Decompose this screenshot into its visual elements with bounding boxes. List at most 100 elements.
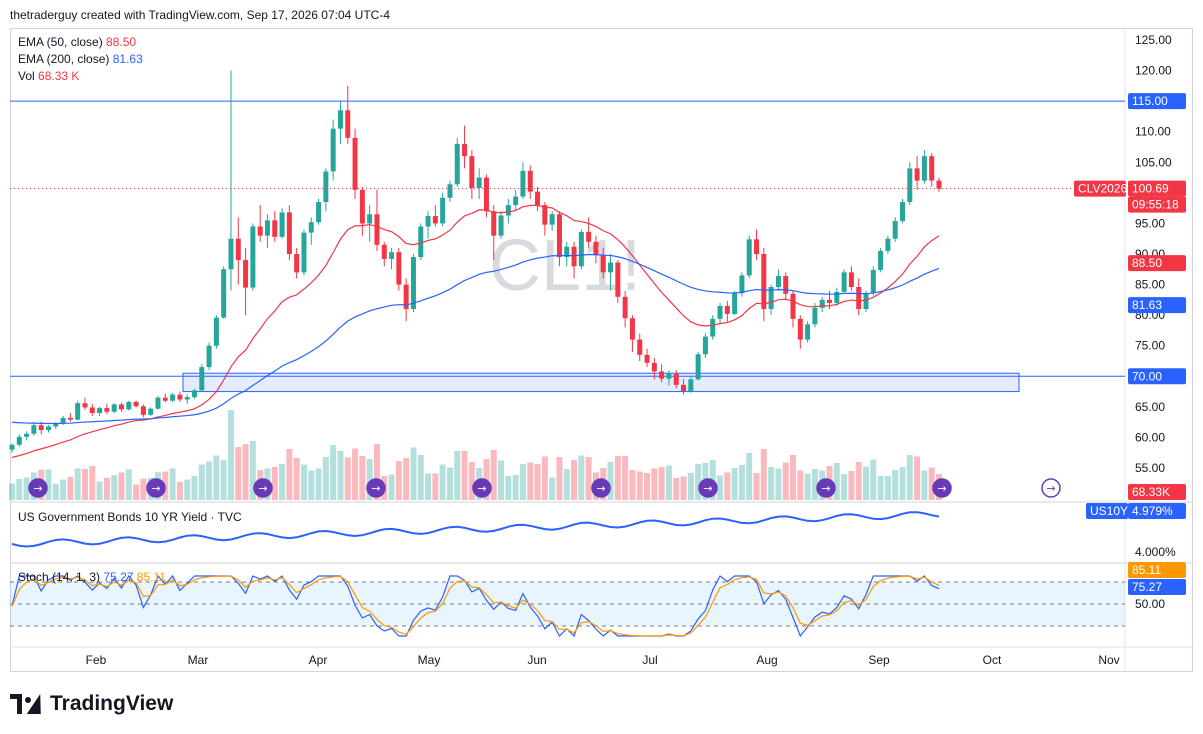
candle-body: [586, 231, 592, 242]
price-tick-label: 60.00: [1135, 430, 1165, 444]
volume-bar: [724, 472, 731, 500]
ema200-line: [11, 254, 940, 425]
volume-bar: [133, 484, 140, 500]
legend-vol[interactable]: Vol 68.33 K: [18, 68, 143, 85]
volume-bar: [96, 481, 103, 500]
legend-ema50-label: EMA (50, close): [18, 35, 103, 49]
volume-bar: [293, 458, 300, 500]
volume-bar: [184, 479, 191, 500]
legend-ema50[interactable]: EMA (50, close) 88.50: [18, 34, 143, 51]
candle-body: [892, 220, 898, 239]
candle-body: [717, 305, 723, 319]
volume-bar: [673, 478, 680, 500]
countdown-tag-bg: [1128, 196, 1186, 213]
candle-body: [89, 407, 95, 413]
stoch-k-line: [11, 574, 940, 638]
candle-body: [578, 231, 584, 267]
volume-bar: [206, 461, 213, 500]
time-axis-label: Feb: [86, 653, 107, 667]
candle-body: [60, 417, 66, 424]
legend-vol-label: Vol: [18, 69, 35, 83]
volume-bar: [74, 468, 81, 500]
volume-bar: [687, 472, 694, 500]
volume-bar: [16, 479, 23, 500]
time-axis-label: Sep: [868, 653, 890, 667]
volume-bar: [760, 449, 767, 500]
volume-bar: [315, 468, 322, 500]
candle-body: [396, 252, 402, 285]
candle-body: [410, 257, 416, 310]
legend-ema50-value: 88.50: [106, 35, 137, 49]
volume-bar: [928, 467, 935, 500]
level-70-tag: 70.00: [1132, 369, 1162, 383]
candle-body: [170, 394, 176, 401]
tradingview-logo-text: TradingView: [50, 692, 174, 715]
volume-bar: [446, 467, 453, 500]
stoch-tick-label: 50.00: [1135, 597, 1165, 611]
candle-body: [140, 406, 146, 415]
volume-bar: [118, 472, 125, 500]
time-axis-label: Jun: [527, 653, 546, 667]
event-arrow-icon: →: [371, 482, 380, 495]
bonds-legend[interactable]: US Government Bonds 10 YR Yield · TVC: [18, 509, 242, 526]
candle-body: [367, 214, 373, 224]
legend-vol-value: 68.33 K: [38, 69, 80, 83]
candle-body: [651, 362, 657, 372]
price-tick-label: 105.00: [1135, 155, 1172, 169]
candle-body: [454, 143, 460, 185]
candle-body: [805, 324, 811, 340]
time-axis-label: Oct: [983, 653, 1002, 667]
event-marker-icon: [1041, 478, 1061, 498]
volume-bar: [563, 469, 570, 500]
bond-value-tag-bg: [1128, 503, 1186, 519]
volume-bar: [833, 463, 840, 500]
candle-body: [732, 293, 738, 314]
event-marker-icon: [28, 478, 48, 498]
candle-body: [279, 212, 285, 237]
event-arrow-icon: →: [258, 482, 267, 495]
time-axis-label: Aug: [756, 653, 777, 667]
candle-body: [352, 137, 358, 190]
candle-body: [797, 318, 803, 340]
candle-body: [819, 299, 825, 308]
candle-body: [177, 394, 183, 400]
volume-bar: [914, 456, 921, 500]
candle-body: [118, 404, 124, 410]
volume-bar: [651, 468, 658, 500]
candle-body: [841, 272, 847, 292]
candle-body: [272, 220, 278, 237]
volume-bar: [790, 455, 797, 500]
tradingview-logo[interactable]: TradingView: [10, 692, 173, 716]
legend-ema200[interactable]: EMA (200, close) 81.63: [18, 51, 143, 68]
volume-bar: [23, 477, 30, 500]
price-tick-label: 125.00: [1135, 33, 1172, 47]
price-tick-label: 75.00: [1135, 339, 1165, 353]
volume-bar: [512, 475, 519, 500]
last-price-tag-bg: [1128, 180, 1186, 197]
price-tick-label: 110.00: [1135, 125, 1171, 139]
candle-body: [688, 379, 694, 391]
candle-body: [228, 238, 234, 270]
ema200-tag: 81.63: [1132, 298, 1162, 312]
tradingview-logo-icon: [10, 694, 48, 714]
volume-bar: [863, 466, 870, 500]
candle-body: [936, 180, 942, 189]
candle-body: [666, 373, 672, 379]
candle-body: [45, 426, 51, 431]
countdown-tag: 09:55:18: [1132, 198, 1179, 212]
stoch-k-tag-bg: [1128, 579, 1186, 595]
volume-bar: [629, 470, 636, 500]
stoch-d-value: 85.11: [136, 570, 166, 584]
candle-body: [710, 318, 716, 337]
candle-body: [104, 408, 110, 412]
candle-body: [834, 291, 840, 303]
legend-ema200-label: EMA (200, close): [18, 52, 110, 66]
stoch-k-value: 75.27: [103, 570, 134, 584]
volume-bar: [775, 468, 782, 500]
candle-body: [907, 168, 913, 203]
volume-bar: [140, 478, 147, 500]
stoch-legend[interactable]: Stoch (14, 1, 3) 75.27 85.11: [18, 569, 166, 586]
candle-body: [622, 296, 628, 319]
volume-bar: [388, 474, 395, 500]
